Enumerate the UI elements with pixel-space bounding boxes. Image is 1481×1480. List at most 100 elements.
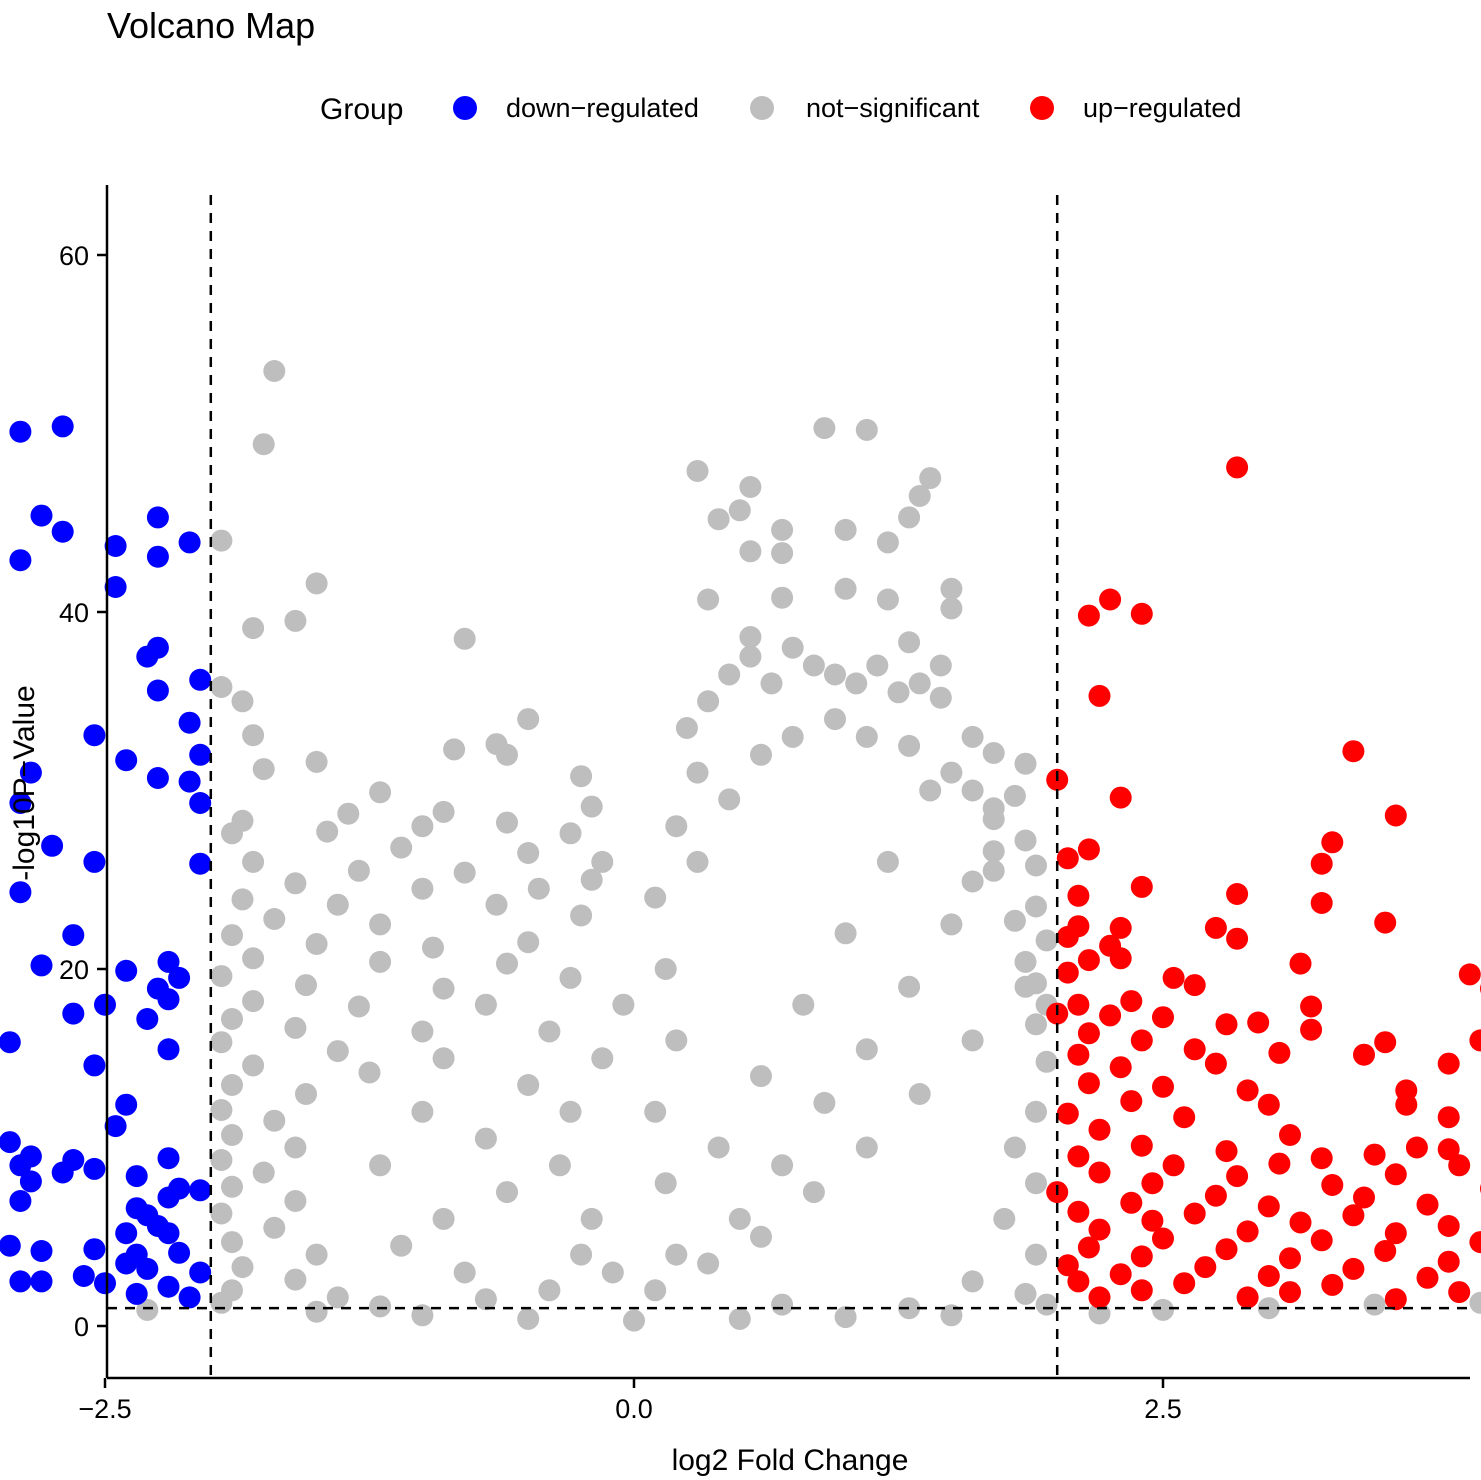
x-tick-label: 0.0 xyxy=(615,1394,653,1424)
data-point xyxy=(263,1109,286,1132)
data-point xyxy=(104,1115,127,1138)
data-point xyxy=(961,870,984,893)
data-point xyxy=(9,1270,32,1293)
data-point xyxy=(390,836,413,859)
data-point xyxy=(982,840,1005,863)
data-point xyxy=(1130,1279,1153,1302)
data-point xyxy=(1035,1293,1058,1316)
data-point xyxy=(252,1161,275,1184)
data-point xyxy=(1384,1288,1407,1311)
data-point xyxy=(1194,1256,1217,1279)
data-point xyxy=(295,974,317,997)
data-point xyxy=(1120,1090,1143,1113)
data-point xyxy=(252,758,275,781)
data-point xyxy=(178,1286,201,1309)
data-point xyxy=(453,627,476,650)
series-down-regulated xyxy=(0,415,212,1309)
data-point xyxy=(1003,909,1026,932)
data-point xyxy=(1025,895,1047,918)
data-point xyxy=(1109,786,1132,809)
data-point xyxy=(1353,1043,1375,1066)
data-point xyxy=(263,1216,286,1239)
threshold-lines xyxy=(107,195,1470,1378)
data-point xyxy=(19,761,42,784)
data-point xyxy=(305,750,328,773)
data-point xyxy=(1469,1291,1481,1314)
data-point xyxy=(242,990,265,1013)
data-point xyxy=(189,668,212,691)
data-point xyxy=(157,1222,180,1245)
data-point xyxy=(802,1181,825,1204)
data-point xyxy=(496,743,518,766)
data-point xyxy=(496,1181,518,1204)
legend-label-down-regulated: down−regulated xyxy=(506,93,699,123)
data-point xyxy=(19,1170,42,1193)
data-point xyxy=(210,1031,233,1054)
data-point xyxy=(284,609,307,632)
data-point xyxy=(337,802,360,825)
data-point xyxy=(1025,1172,1047,1195)
data-point xyxy=(326,1040,349,1063)
data-point xyxy=(517,1307,540,1330)
data-point xyxy=(771,542,794,565)
data-point xyxy=(136,1257,159,1280)
data-point xyxy=(1077,1072,1100,1095)
data-point xyxy=(1099,1004,1122,1027)
data-point xyxy=(982,859,1005,882)
data-point xyxy=(242,617,265,640)
data-point xyxy=(1437,1052,1460,1075)
data-point xyxy=(189,1179,212,1202)
legend-swatch-up-regulated xyxy=(1030,96,1054,120)
data-point xyxy=(1014,975,1037,998)
data-point xyxy=(1141,1209,1164,1232)
data-point xyxy=(824,708,846,731)
data-point xyxy=(189,792,212,814)
data-point xyxy=(9,549,32,572)
data-point xyxy=(771,1154,794,1177)
data-point xyxy=(9,420,32,443)
data-point xyxy=(686,850,709,873)
data-point xyxy=(1437,1215,1460,1237)
data-point xyxy=(1247,1011,1270,1034)
data-point xyxy=(538,1279,561,1302)
data-point xyxy=(1130,1029,1153,1052)
data-point xyxy=(104,576,127,598)
data-point xyxy=(1374,1240,1397,1262)
data-point xyxy=(940,577,963,600)
data-point xyxy=(570,765,593,788)
data-point xyxy=(1014,950,1037,973)
data-point xyxy=(1173,1106,1196,1129)
data-point xyxy=(739,626,762,648)
data-point xyxy=(1437,1250,1460,1273)
data-point xyxy=(1077,949,1100,972)
data-point xyxy=(83,850,106,873)
data-point xyxy=(1353,1186,1375,1209)
data-point xyxy=(665,815,688,838)
data-point xyxy=(728,499,751,522)
data-point xyxy=(781,725,804,748)
data-point xyxy=(443,738,466,761)
data-point xyxy=(1215,1140,1238,1163)
data-point xyxy=(62,1002,85,1025)
data-point xyxy=(908,485,931,507)
data-point xyxy=(136,1298,159,1321)
data-point xyxy=(517,708,540,731)
data-point xyxy=(1342,1257,1365,1280)
data-point xyxy=(157,1275,180,1298)
legend-label-up-regulated: up−regulated xyxy=(1083,93,1241,123)
data-point xyxy=(1025,1013,1047,1036)
data-point xyxy=(1289,1211,1312,1234)
data-point xyxy=(1067,1200,1090,1223)
data-point xyxy=(527,877,550,900)
data-point xyxy=(876,850,899,873)
data-point xyxy=(1310,852,1333,875)
data-point xyxy=(771,1293,794,1316)
data-point xyxy=(845,672,868,695)
data-point xyxy=(1109,1263,1132,1286)
data-point xyxy=(961,779,984,802)
data-point xyxy=(178,770,201,793)
data-point xyxy=(771,586,794,609)
data-point xyxy=(263,360,286,382)
data-point xyxy=(1204,916,1227,939)
